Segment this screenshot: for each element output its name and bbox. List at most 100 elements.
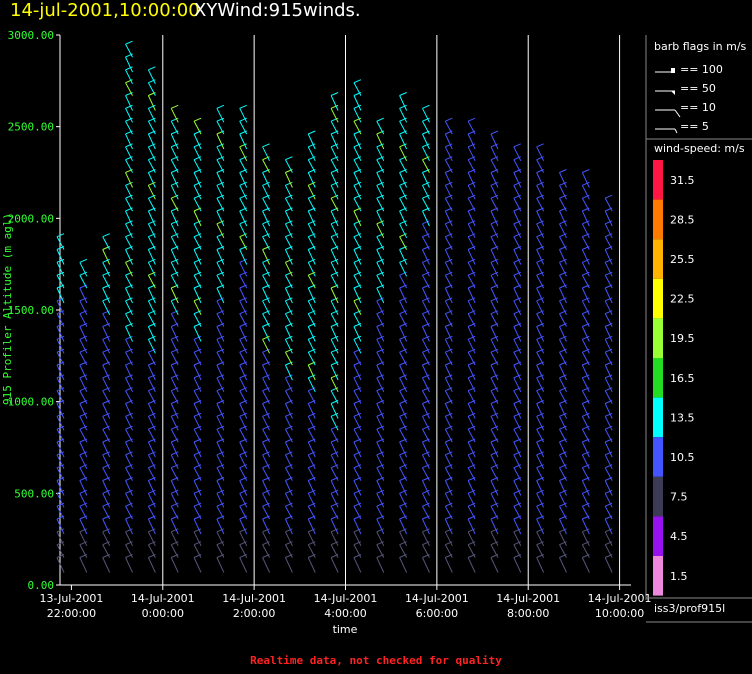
wind-barb-shaft	[170, 133, 179, 150]
wind-barb-shaft	[399, 403, 408, 419]
wind-barb-flag	[171, 143, 179, 148]
wind-barb-shaft	[170, 249, 179, 265]
wind-barb-flag	[422, 117, 430, 122]
wind-barb-flag	[422, 233, 430, 238]
wind-barb-flag	[467, 297, 476, 302]
wind-barb-shaft	[102, 274, 111, 289]
wind-barb-flag	[171, 271, 179, 276]
wind-barb-shaft	[444, 454, 453, 470]
wind-barb-shaft	[239, 403, 248, 419]
wind-barb-shaft	[193, 416, 202, 431]
wind-barb-shaft	[421, 313, 430, 327]
wind-barb-flag	[604, 348, 613, 353]
wind-barb-flag	[376, 425, 384, 430]
wind-barb-flag	[79, 502, 88, 507]
wind-barb-shaft	[170, 236, 179, 250]
wind-barb-shaft	[193, 197, 202, 212]
wind-barb-shaft	[262, 313, 271, 327]
wind-barb-flag	[193, 528, 202, 533]
wind-barb-shaft	[147, 339, 156, 354]
wind-barb-shaft	[490, 351, 499, 366]
y-tick-label: 2000.00	[8, 212, 54, 225]
wind-barb-flag	[490, 387, 499, 392]
wind-barb-flag	[559, 374, 567, 379]
wind-barb-flag	[353, 374, 362, 379]
wind-barb-shaft	[239, 390, 248, 404]
wind-barb-flag	[193, 271, 202, 276]
wind-barb-flag	[445, 233, 453, 238]
wind-barb-flag	[216, 348, 225, 353]
wind-barb-shaft	[536, 146, 545, 162]
wind-barb-shaft	[239, 493, 248, 508]
wind-barb-shaft	[239, 185, 248, 200]
wind-barb-shaft	[376, 159, 385, 173]
wind-barb-shaft	[216, 210, 225, 227]
wind-barb-shaft	[307, 416, 316, 431]
wind-barb-shaft	[147, 146, 156, 162]
wind-barb-shaft	[307, 197, 316, 212]
wind-barb-shaft	[376, 416, 385, 431]
wind-barb-flag	[559, 194, 567, 199]
wind-barb-flag	[399, 181, 407, 186]
wind-barb-flag	[193, 451, 202, 456]
wind-barb-shaft	[284, 428, 293, 443]
wind-barb-flag	[262, 181, 270, 186]
wind-barb-shaft	[467, 467, 476, 481]
wind-barb-shaft	[102, 313, 111, 327]
wind-barb-flag	[285, 348, 293, 353]
wind-barb-flag	[330, 104, 339, 109]
wind-barb-flag	[559, 181, 567, 186]
wind-barb-flag	[513, 528, 521, 533]
wind-barb-flag	[102, 464, 110, 469]
wind-barb-shaft	[536, 454, 545, 470]
wind-barb-shaft	[56, 249, 65, 265]
wind-barb-shaft	[284, 287, 293, 304]
wind-barb-flag	[148, 143, 156, 148]
wind-barb-shaft	[353, 428, 362, 443]
wind-barb-flag	[125, 104, 133, 109]
wind-barb-flag	[239, 541, 247, 546]
wind-barb-shaft	[559, 416, 567, 431]
wind-barb-flag	[125, 40, 133, 45]
wind-barb-flag	[193, 143, 202, 148]
wind-barb-flag	[125, 194, 133, 199]
wind-barb-shaft	[490, 428, 499, 443]
wind-barb-shaft	[536, 223, 545, 239]
wind-barb-shaft	[604, 287, 613, 304]
wind-barb-flag	[582, 374, 590, 379]
wind-barb-shaft	[102, 390, 111, 404]
wind-barb-shaft	[421, 428, 430, 443]
wind-barb-shaft	[284, 505, 293, 520]
wind-barb-shaft	[170, 480, 179, 496]
wind-barb-flag	[422, 464, 430, 469]
wind-barb-flag	[513, 425, 521, 430]
wind-barb-flag	[125, 220, 133, 225]
wind-barb-shaft	[284, 159, 293, 173]
wind-barb-flag	[193, 335, 202, 340]
colorbar-label: 28.5	[670, 213, 695, 226]
wind-barb-flag	[262, 502, 270, 507]
wind-barb-flag	[513, 412, 521, 417]
wind-barb-flag	[490, 258, 499, 263]
wind-barb-shaft	[490, 300, 499, 316]
wind-barb-shaft	[330, 120, 339, 135]
wind-barb-shaft	[330, 313, 339, 327]
wind-barb-flag	[445, 528, 453, 533]
wind-barb-flag	[262, 412, 270, 417]
wind-barb-shaft	[193, 185, 202, 200]
wind-barb-flag	[467, 335, 476, 340]
wind-barb-flag	[353, 502, 362, 507]
wind-barb-flag	[239, 502, 247, 507]
wind-barb-shaft	[56, 351, 65, 366]
wind-barb-shaft	[581, 262, 590, 277]
wind-barb-shaft	[262, 377, 271, 393]
wind-barb-shaft	[559, 557, 567, 573]
wind-barb-shaft	[559, 441, 567, 458]
wind-barb-flag	[285, 271, 293, 276]
wind-barb-shaft	[513, 313, 522, 327]
wind-barb-shaft	[536, 185, 545, 200]
wind-barb-flag	[239, 271, 247, 276]
wind-barb-shaft	[536, 300, 545, 316]
wind-barb-flag	[445, 502, 453, 507]
wind-barb-shaft	[147, 249, 156, 265]
